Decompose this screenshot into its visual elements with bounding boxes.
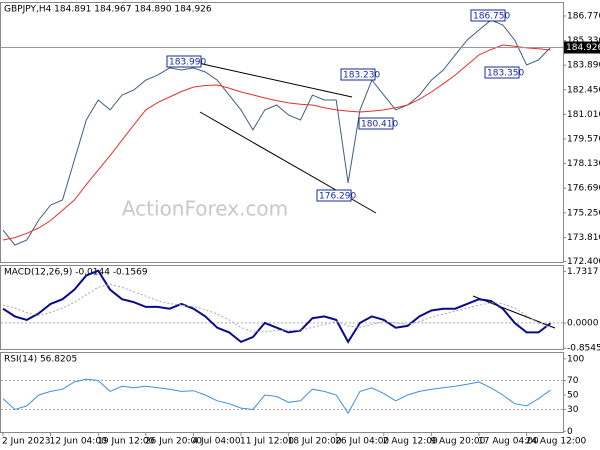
- annotation: 180.410: [361, 120, 398, 130]
- y-tick-label: -0.8545: [567, 344, 600, 354]
- annotation: 186.750: [473, 12, 510, 22]
- y-tick-label: 185.330: [567, 36, 600, 46]
- y-tick-label: 173.810: [567, 233, 600, 243]
- annotation: 183.990: [169, 58, 206, 68]
- annotation: 176.290: [319, 192, 356, 202]
- y-tick-label: 181.010: [567, 110, 600, 120]
- annotation: 183.350: [487, 69, 524, 79]
- series-line: [2, 378, 551, 415]
- annotation-box: [316, 189, 352, 202]
- y-tick-label: 70: [567, 376, 579, 386]
- rsi-title: RSI(14) 56.8205: [4, 355, 77, 365]
- price-label: 184.926: [566, 43, 600, 53]
- rsi-panel: [0, 352, 564, 433]
- annotation-box: [470, 9, 506, 22]
- y-tick-label: 172.400: [567, 257, 600, 267]
- price-label-box: [564, 41, 600, 54]
- x-tick-label: 17 Aug 04:00: [478, 437, 539, 447]
- y-tick-label: 1.7317: [567, 267, 599, 277]
- x-tick-label: 2 Jun 2023: [2, 437, 50, 447]
- price-panel: [0, 2, 564, 263]
- y-tick-label: 50: [567, 391, 579, 401]
- series-line: [2, 283, 551, 333]
- y-tick-label: 182.450: [567, 85, 600, 95]
- macd-panel: [0, 265, 564, 350]
- annotation-box: [484, 66, 520, 79]
- x-tick-label: 24 Aug 12:00: [526, 437, 587, 447]
- trendline: [197, 62, 353, 98]
- y-tick-label: 179.570: [567, 134, 600, 144]
- y-tick-label: 0: [567, 427, 573, 437]
- macd-title: MACD(12,26,9) -0.0144 -0.1569: [4, 268, 148, 278]
- chart-title: GBPJPY,H4 184.891 184.967 184.890 184.92…: [4, 5, 212, 15]
- x-tick-label: 26 Jun 20:00: [145, 437, 202, 447]
- x-tick-label: 12 Jun 04:00: [50, 437, 107, 447]
- annotation-box: [166, 55, 202, 68]
- y-tick-label: 175.250: [567, 208, 600, 218]
- x-tick-label: 19 Jun 12:00: [97, 437, 154, 447]
- series-line: [2, 269, 552, 344]
- x-tick-label: 9 Aug 20:00: [430, 437, 485, 447]
- y-tick-label: 176.690: [567, 184, 600, 194]
- annotation-box: [358, 117, 394, 130]
- y-tick-label: 100: [567, 354, 584, 364]
- y-tick-label: 186.770: [567, 11, 600, 21]
- x-tick-label: 2 Aug 12:00: [383, 437, 438, 447]
- x-tick-label: 4 Jul 04:00: [192, 437, 241, 447]
- y-tick-label: 30: [567, 405, 579, 415]
- watermark: ActionForex.com: [122, 197, 288, 221]
- y-tick-label: 183.890: [567, 61, 600, 71]
- annotation-box: [340, 68, 376, 81]
- annotation: 183.230: [343, 71, 380, 81]
- y-tick-label: 178.130: [567, 159, 600, 169]
- x-tick-label: 11 Jul 12:00: [240, 437, 294, 447]
- series-line: [2, 19, 551, 246]
- x-tick-label: 26 Jul 04:00: [335, 437, 389, 447]
- series-line: [2, 44, 551, 241]
- y-tick-label: 0.0000: [567, 318, 599, 328]
- x-tick-label: 18 Jul 20:00: [288, 437, 342, 447]
